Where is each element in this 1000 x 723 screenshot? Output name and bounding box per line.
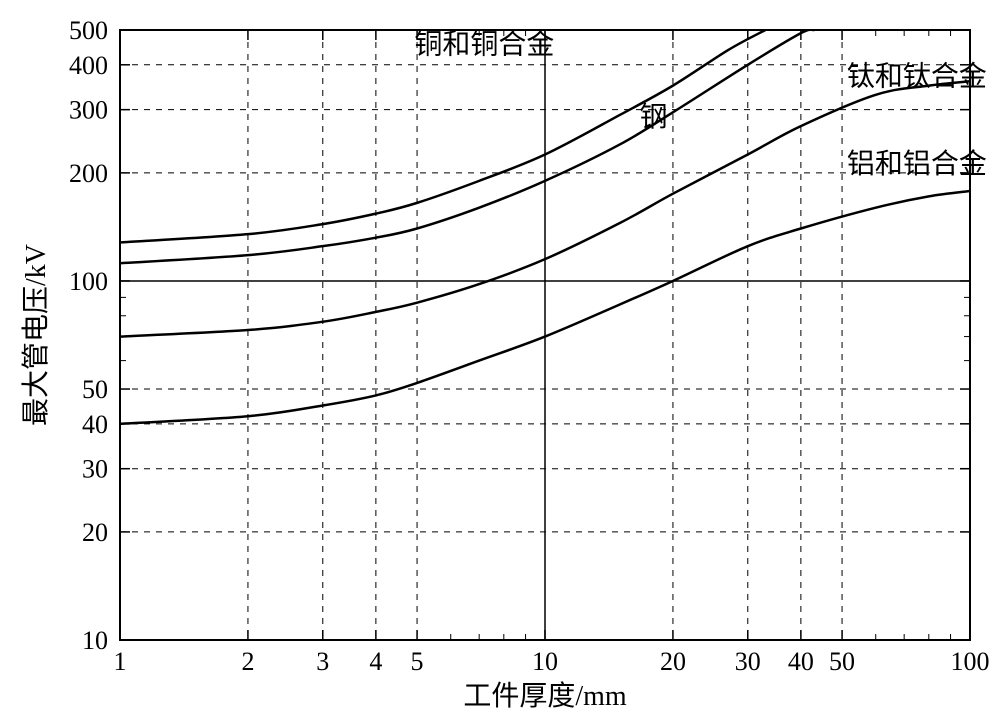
- xtick-label: 40: [788, 647, 814, 676]
- ytick-label: 30: [82, 455, 108, 484]
- xtick-label: 1: [114, 647, 127, 676]
- xtick-label: 2: [241, 647, 254, 676]
- xtick-label: 3: [316, 647, 329, 676]
- series-label: 铜和铜合金: [414, 29, 554, 61]
- xtick-label: 5: [411, 647, 424, 676]
- ytick-label: 50: [82, 375, 108, 404]
- xtick-label: 50: [829, 647, 855, 676]
- series-label: 铝和铝合金: [847, 148, 987, 180]
- x-axis-label: 工件厚度/mm: [463, 680, 627, 712]
- ytick-label: 20: [82, 518, 108, 547]
- xtick-label: 30: [735, 647, 761, 676]
- y-axis-label: 最大管电压/kV: [20, 244, 52, 426]
- ytick-label: 10: [82, 626, 108, 655]
- xtick-label: 4: [369, 647, 382, 676]
- ytick-label: 300: [69, 96, 108, 125]
- series-label: 钢: [639, 101, 667, 133]
- ytick-label: 500: [69, 16, 108, 45]
- ytick-label: 400: [69, 51, 108, 80]
- xtick-label: 100: [951, 647, 990, 676]
- ytick-label: 40: [82, 410, 108, 439]
- xtick-label: 20: [660, 647, 686, 676]
- ytick-label: 100: [69, 267, 108, 296]
- ytick-label: 200: [69, 159, 108, 188]
- chart-svg: 1 2 3 45 10 20 30 40 50 100 10 20 30 40 50 100 200 300 400…: [0, 0, 1000, 723]
- series-label: 钛和钛合金: [847, 61, 987, 93]
- chart-container: 1 2 3 45 10 20 30 40 50 100 10 20 30 40 50 100 200 300 400…: [0, 0, 1000, 723]
- xtick-label: 10: [532, 647, 558, 676]
